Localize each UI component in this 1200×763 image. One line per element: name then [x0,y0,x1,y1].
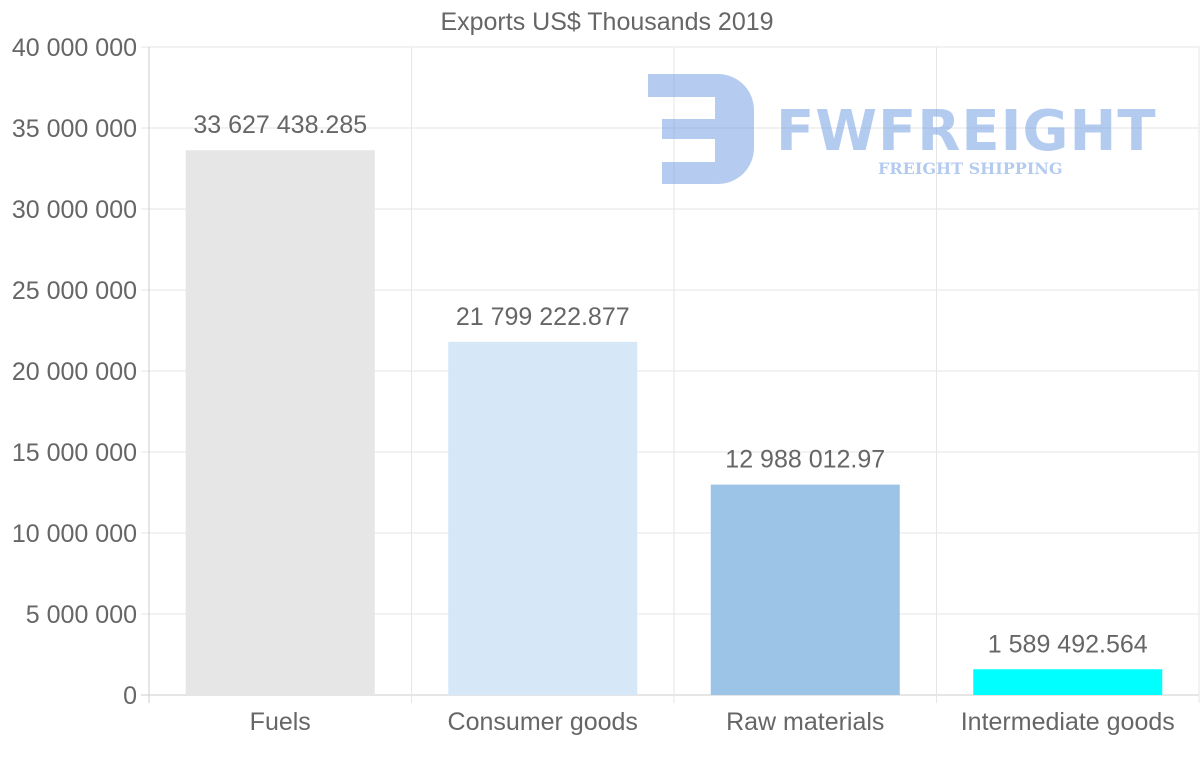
bar-fuels[interactable] [186,150,375,695]
y-tick-label: 35 000 000 [12,115,137,143]
fw-logo-icon [648,74,754,184]
watermark-tagline-text: FREIGHT SHIPPING [878,159,1063,178]
bar-value-label: 21 799 222.877 [456,303,630,331]
y-tick-label: 5 000 000 [26,601,137,629]
y-tick-label: 30 000 000 [12,196,137,224]
bar-value-label: 1 589 492.564 [988,630,1148,658]
x-tick-label: Raw materials [726,708,884,736]
x-tick-label: Intermediate goods [961,708,1175,736]
y-tick-label: 40 000 000 [12,34,137,62]
bar-raw-materials[interactable] [711,485,900,695]
y-tick-label: 20 000 000 [12,358,137,386]
watermark-brand-text: FWFREIGHT [776,99,1157,164]
chart-title: Exports US$ Thousands 2019 [440,8,773,36]
x-tick-label: Consumer goods [448,708,638,736]
y-tick-label: 0 [123,682,137,710]
y-tick-label: 15 000 000 [12,439,137,467]
y-tick-label: 10 000 000 [12,520,137,548]
x-tick-label: Fuels [250,708,311,736]
bar-chart: FWFREIGHT FREIGHT SHIPPING 33 627 438.28… [0,0,1200,763]
bar-value-label: 33 627 438.285 [193,111,367,139]
watermark-logo: FWFREIGHT FREIGHT SHIPPING [648,74,1157,184]
y-tick-label: 25 000 000 [12,277,137,305]
bar-value-label: 12 988 012.97 [725,446,885,474]
chart-container: FWFREIGHT FREIGHT SHIPPING 33 627 438.28… [0,0,1200,763]
bar-consumer-goods[interactable] [448,342,637,695]
bar-intermediate-goods[interactable] [973,669,1162,695]
